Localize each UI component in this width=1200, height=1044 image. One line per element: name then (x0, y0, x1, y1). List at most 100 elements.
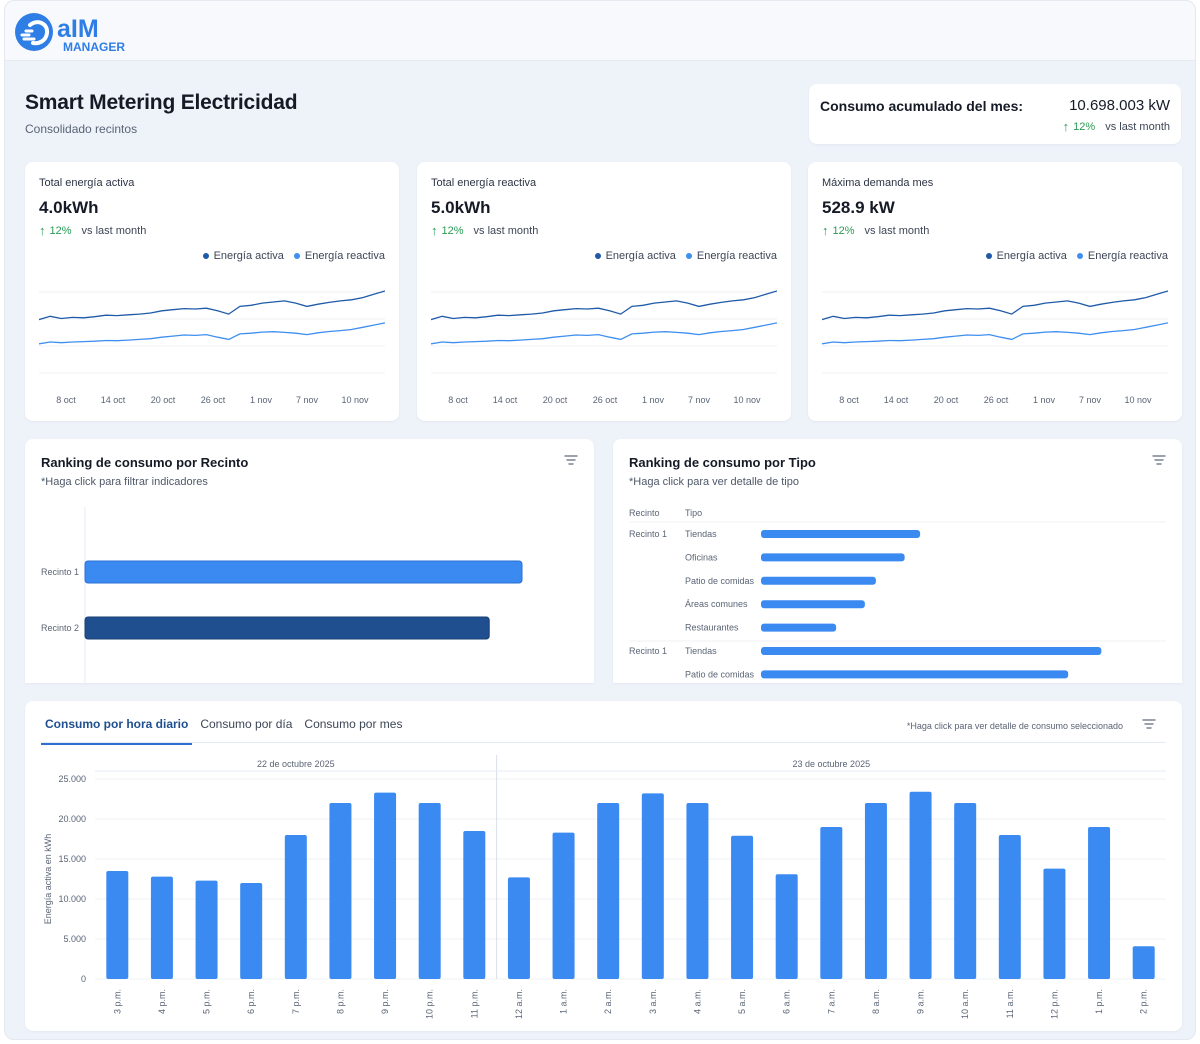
kpi-trend: ↑ 12% vs last month (39, 224, 146, 237)
kpi-trend: ↑ 12% vs last month (822, 224, 929, 237)
tipo-label: Oficinas (685, 552, 718, 562)
legend-dot-icon (594, 253, 601, 259)
x-tick-label: 6 p.m. (246, 989, 256, 1014)
arrow-up-icon: ↑ (39, 223, 46, 238)
ranking-recinto-chart[interactable]: Recinto 1 Recinto 2 (25, 499, 594, 683)
legend-item-active[interactable]: Energía activa (985, 250, 1067, 262)
x-tick-label: 10 nov (733, 395, 761, 405)
brand-line1: aIM (57, 15, 99, 43)
bar-tipo (761, 576, 876, 585)
hourly-bar (374, 792, 397, 979)
series-line-energia-reactiva (39, 322, 385, 345)
filter-icon[interactable] (564, 454, 578, 466)
tipo-label: Tiendas (685, 529, 717, 539)
legend-dot-icon (985, 253, 992, 259)
sparkline-chart[interactable]: 8 oct 14 oct 20 oct 26 oct 1 nov 7 nov 10 nov (822, 272, 1168, 407)
tab-consumo-hora-diario[interactable]: Consumo por hora diario (41, 701, 193, 745)
recinto-label: Recinto 1 (629, 529, 667, 539)
bar-tipo (761, 647, 1102, 655)
bar-tipo (761, 530, 921, 538)
x-tick-label: 1 nov (642, 395, 665, 405)
accumulated-consumption-card: Consumo acumulado del mes: 10.698.003 kW… (809, 84, 1181, 144)
top-bar: aIM MANAGER (5, 1, 1195, 61)
aim-logo-icon: aIM MANAGER (15, 13, 125, 54)
accumulated-pct: 12% (1073, 120, 1096, 133)
legend-label: Energía activa (213, 250, 284, 262)
x-tick-label: 10 p.m. (425, 989, 435, 1019)
x-tick-label: 5 p.m. (202, 989, 212, 1014)
category-label: Recinto 1 (41, 567, 79, 577)
y-tick-label: 20.000 (58, 814, 86, 824)
kpi-card-energia-activa[interactable]: Total energía activa 4.0kWh ↑ 12% vs las… (25, 162, 399, 421)
tab-consumo-por-mes[interactable]: Consumo por mes (304, 717, 403, 731)
y-axis-label: Energía activa en kWh (43, 834, 53, 925)
kpi-title: Total energía reactiva (431, 177, 537, 189)
kpi-vs: vs last month (864, 224, 930, 237)
brand-logo[interactable]: aIM MANAGER (13, 11, 133, 55)
filter-icon[interactable] (1142, 718, 1156, 730)
arrow-up-icon: ↑ (431, 223, 438, 238)
legend-item-reactive[interactable]: Energía reactiva (293, 250, 385, 262)
hourly-consumption-card: Consumo por hora diario Consumo por día … (25, 701, 1182, 1031)
hourly-bar (909, 791, 932, 979)
chart-legend: Energía activa Energía reactiva (594, 250, 777, 262)
kpi-pct: 12% (441, 224, 464, 237)
kpi-title: Total energía activa (39, 177, 135, 189)
legend-item-active[interactable]: Energía activa (202, 250, 284, 262)
x-tick-label: 10 nov (341, 395, 369, 405)
kpi-card-maxima-demanda[interactable]: Máxima demanda mes 528.9 kW ↑ 12% vs las… (808, 162, 1182, 421)
kpi-title: Máxima demanda mes (822, 177, 934, 189)
legend-label: Energía reactiva (696, 250, 777, 262)
hourly-bar (507, 877, 530, 979)
hourly-bar (954, 803, 977, 979)
legend-dot-icon (293, 253, 300, 259)
x-tick-label: 1 p.m. (1094, 989, 1104, 1014)
x-tick-label: 7 a.m. (826, 989, 836, 1014)
legend-item-reactive[interactable]: Energía reactiva (1076, 250, 1168, 262)
hourly-bar-chart[interactable]: 0 5.000 10.000 15.000 20.000 25.000 Energía ac… (25, 751, 1182, 1029)
chart-legend: Energía activa Energía reactiva (985, 250, 1168, 262)
bar-tipo (761, 623, 837, 632)
filter-icon[interactable] (1152, 454, 1166, 466)
kpi-value: 4.0kWh (39, 198, 99, 217)
group-label: 22 de octubre 2025 (257, 759, 335, 769)
sparkline-chart[interactable]: 8 oct 14 oct 20 oct 26 oct 1 nov 7 nov 10 nov (431, 272, 777, 407)
bar-tipo (761, 600, 865, 609)
hourly-bar (195, 880, 218, 979)
x-tick-label: 1 nov (250, 395, 273, 405)
tipo-label: Áreas comunes (685, 599, 748, 609)
x-tick-label: 8 oct (448, 395, 468, 405)
hourly-bar (1132, 946, 1155, 979)
x-tick-label: 9 a.m. (916, 989, 926, 1014)
kpi-pct: 12% (832, 224, 855, 237)
x-tick-label: 7 nov (296, 395, 319, 405)
hourly-bar (1088, 827, 1111, 979)
legend-item-reactive[interactable]: Energía reactiva (685, 250, 777, 262)
x-tick-label: 3 p.m. (112, 989, 122, 1014)
kpi-card-energia-reactiva[interactable]: Total energía reactiva 5.0kWh ↑ 12% vs l… (417, 162, 791, 421)
x-tick-label: 1 a.m. (559, 989, 569, 1014)
sparkline-chart[interactable]: 8 oct 14 oct 20 oct 26 oct 1 nov 7 nov 10 nov (39, 272, 385, 407)
x-tick-label: 2 p.m. (1139, 989, 1149, 1014)
hourly-bar (240, 883, 263, 979)
x-tick-label: 26 oct (201, 395, 226, 405)
legend-label: Energía reactiva (1087, 250, 1168, 262)
ranking-recinto-subtitle: *Haga click para filtrar indicadores (41, 476, 208, 488)
tab-consumo-por-dia[interactable]: Consumo por día (200, 717, 293, 731)
x-tick-label: 9 p.m. (380, 989, 390, 1014)
kpi-value: 5.0kWh (431, 198, 491, 217)
tipo-label: Patio de comidas (685, 669, 755, 679)
kpi-value: 528.9 kW (822, 198, 895, 217)
hourly-note: *Haga click para ver detalle de consumo … (906, 721, 1123, 731)
x-tick-label: 12 p.m. (1049, 989, 1059, 1019)
tipo-label: Restaurantes (685, 623, 739, 633)
recinto-label: Recinto 1 (629, 646, 667, 656)
series-line-energia-reactiva (822, 322, 1168, 345)
series-line-energia-reactiva (431, 322, 777, 345)
y-tick-label: 15.000 (58, 854, 86, 864)
ranking-tipo-chart[interactable]: Recinto Tipo Recinto 1 Tiendas Oficinas Patio… (613, 499, 1182, 683)
ranking-tipo-title: Ranking de consumo por Tipo (629, 455, 816, 470)
accumulated-label: Consumo acumulado del mes: (820, 98, 1024, 114)
legend-item-active[interactable]: Energía activa (594, 250, 676, 262)
x-tick-label: 20 oct (934, 395, 959, 405)
